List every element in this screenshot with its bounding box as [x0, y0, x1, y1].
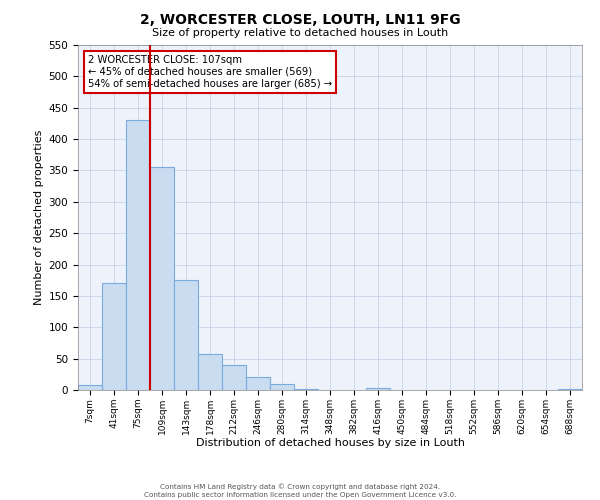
Bar	[558, 388, 582, 390]
Text: Contains HM Land Registry data © Crown copyright and database right 2024.
Contai: Contains HM Land Registry data © Crown c…	[144, 484, 456, 498]
Bar	[198, 354, 222, 390]
Bar	[174, 280, 198, 390]
Bar	[126, 120, 150, 390]
Text: 2 WORCESTER CLOSE: 107sqm
← 45% of detached houses are smaller (569)
54% of semi: 2 WORCESTER CLOSE: 107sqm ← 45% of detac…	[88, 56, 332, 88]
Text: 2, WORCESTER CLOSE, LOUTH, LN11 9FG: 2, WORCESTER CLOSE, LOUTH, LN11 9FG	[140, 12, 460, 26]
X-axis label: Distribution of detached houses by size in Louth: Distribution of detached houses by size …	[196, 438, 464, 448]
Bar	[294, 388, 318, 390]
Bar	[78, 385, 102, 390]
Text: Size of property relative to detached houses in Louth: Size of property relative to detached ho…	[152, 28, 448, 38]
Bar	[102, 284, 126, 390]
Bar	[366, 388, 390, 390]
Bar	[246, 378, 270, 390]
Bar	[222, 365, 246, 390]
Y-axis label: Number of detached properties: Number of detached properties	[34, 130, 44, 305]
Bar	[270, 384, 294, 390]
Bar	[150, 168, 174, 390]
